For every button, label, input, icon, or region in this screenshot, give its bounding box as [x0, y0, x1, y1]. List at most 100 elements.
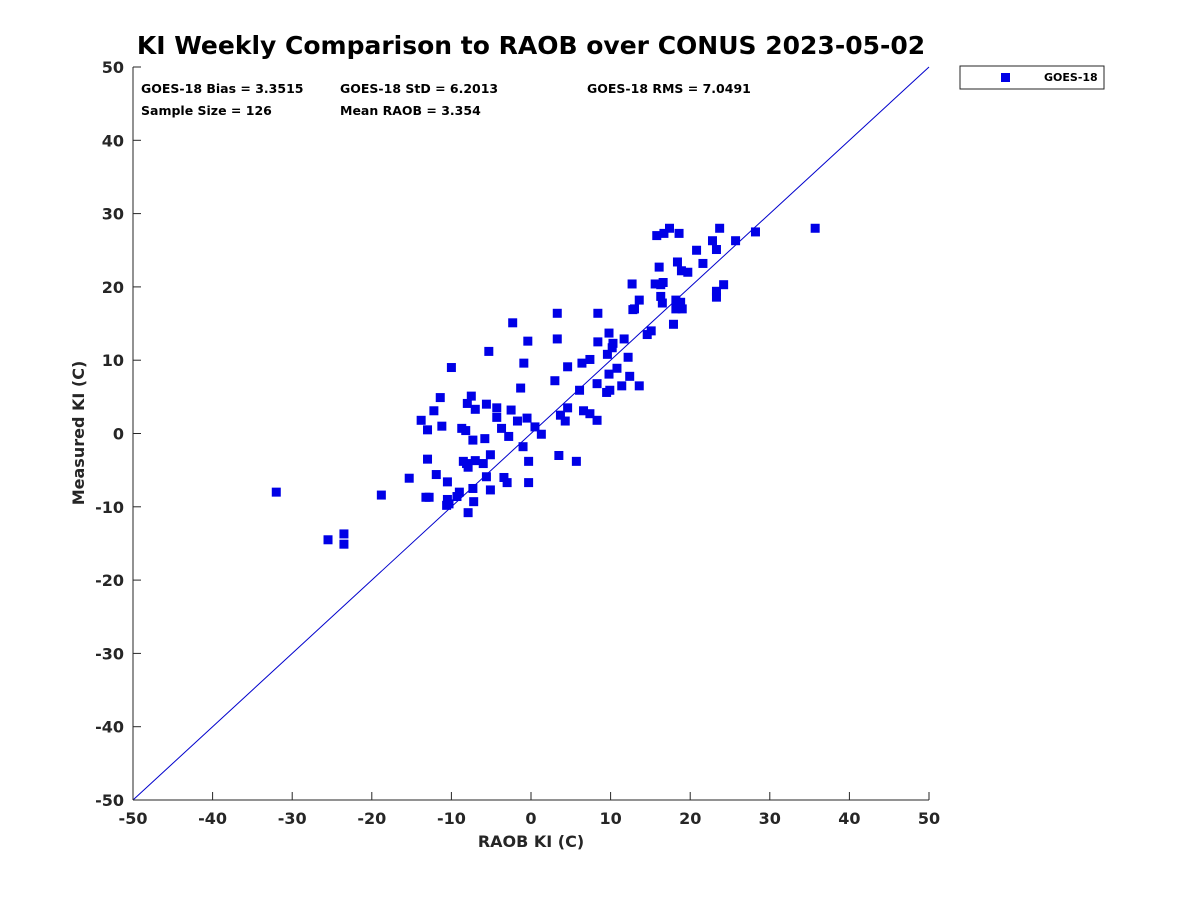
data-point: [512, 416, 522, 426]
data-point: [672, 257, 682, 267]
data-points: [271, 223, 820, 549]
y-tick-label: -20: [95, 571, 124, 590]
data-point: [552, 334, 562, 344]
x-ticks: -50 -40 -30 -20 -10 0 10 20 30 40 50: [119, 792, 940, 828]
data-point: [625, 371, 635, 381]
data-point: [577, 358, 587, 368]
y-tick-label: 30: [102, 205, 124, 224]
y-axis-label: Measured KI (C): [69, 361, 88, 506]
data-point: [677, 304, 687, 314]
data-point: [481, 472, 491, 482]
data-point: [623, 352, 633, 362]
data-point: [492, 403, 502, 413]
y-ticks: -50 -40 -30 -20 -10 0 10 20 30 40 50: [95, 58, 141, 810]
stat-bias: GOES-18 Bias = 3.3515: [141, 81, 303, 96]
data-point: [497, 423, 507, 433]
data-point: [646, 326, 656, 336]
data-point: [579, 406, 589, 416]
data-point: [563, 362, 573, 372]
data-point: [731, 236, 741, 246]
x-tick-label: 0: [525, 809, 536, 828]
data-point: [634, 381, 644, 391]
data-point: [750, 227, 760, 237]
data-point: [711, 245, 721, 255]
data-point: [617, 381, 627, 391]
data-point: [602, 349, 612, 359]
data-point: [612, 363, 622, 373]
y-tick-label: -30: [95, 644, 124, 663]
data-point: [429, 406, 439, 416]
data-point: [676, 297, 686, 307]
data-point: [652, 231, 662, 241]
data-point: [555, 410, 565, 420]
data-point: [650, 279, 660, 289]
data-point: [431, 470, 441, 480]
y-tick-label: 40: [102, 131, 124, 150]
data-point: [446, 363, 456, 373]
y-tick-label: -50: [95, 791, 124, 810]
data-point: [518, 442, 528, 452]
legend-label: GOES-18: [1044, 71, 1098, 84]
data-point: [524, 478, 534, 488]
data-point: [376, 490, 386, 500]
chart-title: KI Weekly Comparison to RAOB over CONUS …: [137, 31, 925, 60]
x-tick-label: -30: [278, 809, 307, 828]
data-point: [478, 459, 488, 469]
data-point: [585, 409, 595, 419]
data-point: [683, 267, 693, 277]
data-point: [550, 376, 560, 386]
data-point: [442, 477, 452, 487]
data-point: [563, 403, 573, 413]
data-point: [536, 429, 546, 439]
data-point: [524, 456, 534, 466]
data-point: [462, 398, 472, 408]
data-point: [530, 422, 540, 432]
data-point: [468, 483, 478, 493]
y-tick-label: 10: [102, 351, 124, 370]
y-tick-label: -10: [95, 498, 124, 517]
data-point: [575, 385, 585, 395]
data-point: [656, 291, 666, 301]
data-point: [416, 415, 426, 425]
y-tick-label: 50: [102, 58, 124, 77]
x-tick-label: 20: [679, 809, 701, 828]
data-point: [627, 279, 637, 289]
data-point: [674, 228, 684, 238]
data-point: [671, 295, 681, 305]
data-point: [715, 223, 725, 233]
data-point: [810, 223, 820, 233]
y-tick-label: 20: [102, 278, 124, 297]
data-point: [657, 298, 667, 308]
data-point: [466, 391, 476, 401]
data-point: [604, 328, 614, 338]
data-point: [592, 415, 602, 425]
data-point: [634, 295, 644, 305]
data-point: [323, 535, 333, 545]
data-point: [608, 338, 618, 348]
stat-rms: GOES-18 RMS = 7.0491: [587, 81, 751, 96]
data-point: [468, 435, 478, 445]
y-tick-label: -40: [95, 718, 124, 737]
data-point: [454, 487, 464, 497]
data-point: [619, 334, 629, 344]
data-point: [711, 286, 721, 296]
data-point: [604, 369, 614, 379]
data-point: [339, 529, 349, 539]
data-point: [339, 539, 349, 549]
data-point: [504, 431, 514, 441]
data-point: [707, 236, 717, 246]
x-tick-label: 10: [599, 809, 621, 828]
x-tick-label: -20: [357, 809, 386, 828]
identity-reference-line: [132, 66, 930, 801]
data-point: [605, 385, 615, 395]
stat-sample-size: Sample Size = 126: [141, 103, 272, 118]
data-point: [271, 487, 281, 497]
data-point: [552, 308, 562, 318]
data-point: [671, 304, 681, 314]
data-point: [554, 450, 564, 460]
data-point: [502, 478, 512, 488]
legend-box: [959, 65, 1105, 90]
data-point: [719, 280, 729, 290]
x-tick-label: 40: [838, 809, 860, 828]
data-point: [508, 318, 518, 328]
